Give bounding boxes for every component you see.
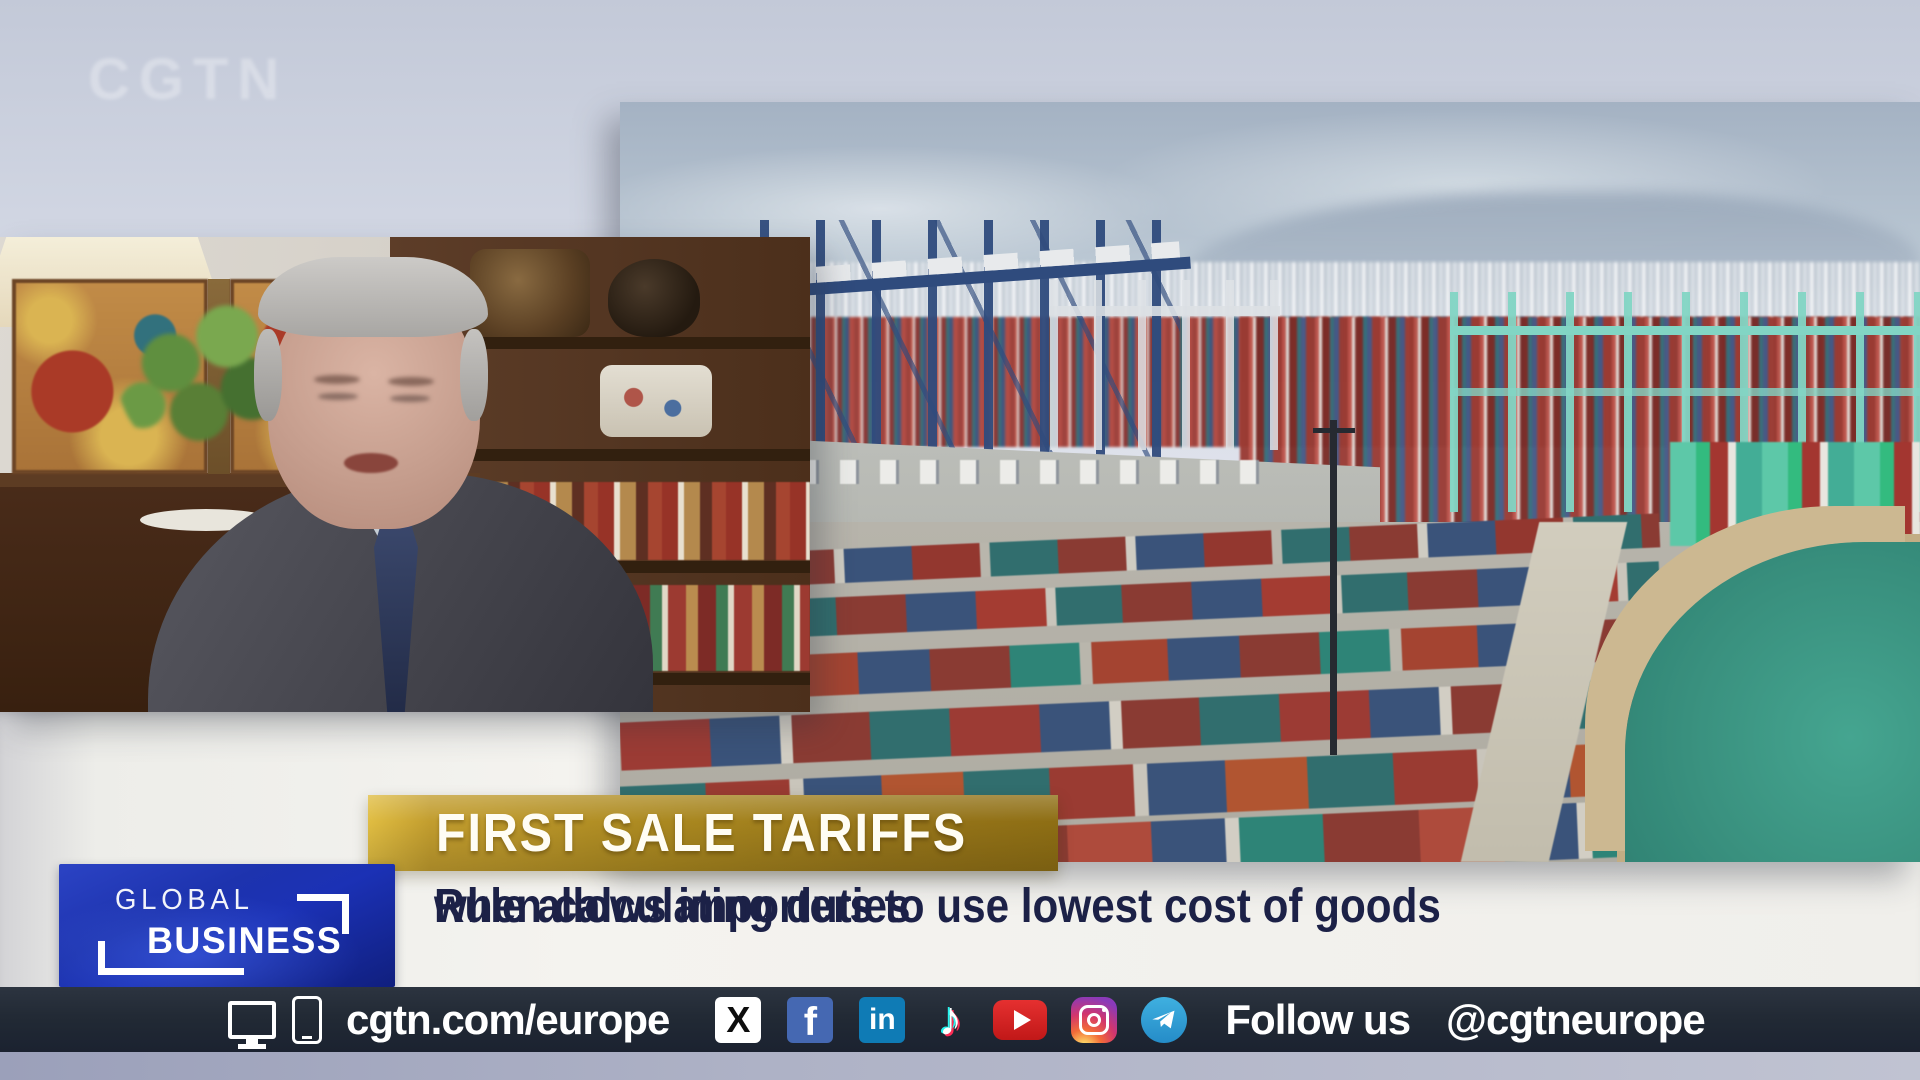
- facebook-glyph: f: [803, 1000, 818, 1044]
- kicker-banner: FIRST SALE TARIFFS: [368, 795, 1058, 871]
- program-badge: GLOBAL BUSINESS: [59, 864, 395, 987]
- port-footage-window: [620, 102, 1920, 862]
- bronze-pot: [470, 249, 590, 337]
- ticker-bar: cgtn.com/europe X f in ♪ Follow us @cgtn…: [0, 987, 1920, 1052]
- guest-hair: [254, 329, 282, 421]
- monitor-icon: [228, 1000, 276, 1049]
- headline-line-1: Rule allows importers to use lowest cost…: [434, 880, 1441, 933]
- mint-container-stacks: [1670, 442, 1920, 546]
- guest-hair: [460, 329, 488, 421]
- light-pole: [1313, 420, 1355, 755]
- guest-eyes: [318, 393, 358, 400]
- headline-line-2: when calculating duties: [434, 880, 911, 933]
- guest-video-window: [0, 237, 810, 712]
- kicker-text: FIRST SALE TARIFFS: [436, 803, 967, 863]
- guest-hair: [258, 257, 488, 337]
- tiktok-glyph: ♪: [938, 993, 963, 1046]
- white-gantry-cranes: [1050, 280, 1280, 450]
- camera-glyph: [1079, 1004, 1110, 1035]
- background-strip: [0, 1052, 1920, 1080]
- badge-bracket-top-right: [297, 894, 349, 934]
- badge-bracket-bottom-left: [98, 941, 244, 975]
- guest-brows: [314, 375, 360, 384]
- website-url: cgtn.com/europe: [346, 995, 670, 1043]
- badge-business-text: BUSINESS: [147, 920, 343, 961]
- youtube-icon: [993, 999, 1048, 1040]
- follow-us-text: Follow us: [1225, 995, 1411, 1043]
- x-glyph: X: [726, 998, 751, 1040]
- badge-global-text: GLOBAL: [115, 884, 254, 916]
- telegram-icon: [1141, 996, 1188, 1043]
- paper-plane-glyph: [1152, 1010, 1175, 1028]
- camera-dot-glyph: [1102, 1007, 1107, 1012]
- porcelain-box: [600, 365, 712, 437]
- dark-kettle: [608, 259, 700, 337]
- smartphone-icon: [292, 995, 322, 1044]
- instagram-icon: [1071, 996, 1118, 1043]
- camera-lens-glyph: [1087, 1012, 1102, 1027]
- play-glyph: [1013, 1009, 1031, 1030]
- x-twitter-icon: X: [715, 996, 762, 1043]
- cgtn-watermark: CGTN: [88, 47, 289, 112]
- guest-mouth: [344, 453, 398, 473]
- linkedin-glyph: in: [869, 1002, 896, 1036]
- social-handle: @cgtneurope: [1446, 995, 1706, 1043]
- facebook-icon: f: [787, 996, 834, 1044]
- linkedin-icon: in: [859, 996, 906, 1043]
